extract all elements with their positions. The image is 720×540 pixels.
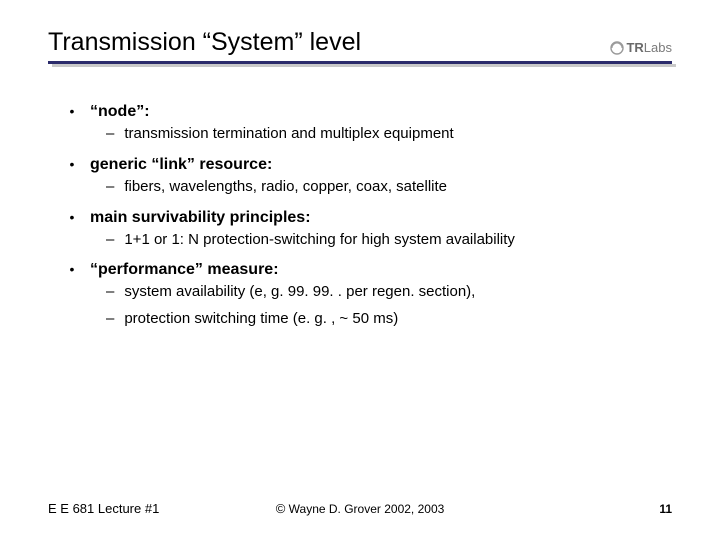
- header-row: Transmission “System” level TRLabs: [48, 28, 672, 59]
- sub-bullet-item: – system availability (e, g. 99. 99. . p…: [106, 283, 662, 302]
- slide-title: Transmission “System” level: [48, 28, 361, 59]
- logo-text: TRLabs: [626, 40, 672, 55]
- bullet-item: • “performance” measure:: [68, 261, 662, 279]
- logo-icon: [610, 41, 624, 55]
- content-area: • “node”: – transmission termination and…: [48, 67, 672, 329]
- bullet-dot-icon: •: [68, 210, 76, 224]
- bullet-label: “node”:: [90, 103, 150, 121]
- sub-bullet-item: – 1+1 or 1: N protection-switching for h…: [106, 231, 662, 250]
- copyright-icon: ©: [276, 501, 286, 516]
- sub-bullet-text: protection switching time (e. g. , ~ 50 …: [124, 310, 398, 329]
- footer-left: E E 681 Lecture #1: [48, 501, 159, 516]
- bullet-label: main survivability principles:: [90, 209, 311, 227]
- bullet-label: “performance” measure:: [90, 261, 279, 279]
- dash-icon: –: [106, 310, 114, 327]
- page-number: 11: [659, 502, 672, 516]
- bullet-item: • “node”:: [68, 103, 662, 121]
- sub-bullet-text: system availability (e, g. 99. 99. . per…: [124, 283, 475, 302]
- footer-center-text: Wayne D. Grover 2002, 2003: [289, 502, 445, 516]
- sub-bullet-item: – fibers, wavelengths, radio, copper, co…: [106, 178, 662, 197]
- sub-bullet-item: – transmission termination and multiplex…: [106, 125, 662, 144]
- dash-icon: –: [106, 178, 114, 195]
- dash-icon: –: [106, 125, 114, 142]
- sub-bullet-text: transmission termination and multiplex e…: [124, 125, 453, 144]
- bullet-item: • generic “link” resource:: [68, 156, 662, 174]
- dash-icon: –: [106, 283, 114, 300]
- sub-bullet-item: – protection switching time (e. g. , ~ 5…: [106, 310, 662, 329]
- bullet-dot-icon: •: [68, 104, 76, 118]
- sub-bullet-text: 1+1 or 1: N protection-switching for hig…: [124, 231, 515, 250]
- footer: E E 681 Lecture #1 © Wayne D. Grover 200…: [48, 501, 672, 516]
- logo: TRLabs: [610, 40, 672, 59]
- sub-bullet-text: fibers, wavelengths, radio, copper, coax…: [124, 178, 447, 197]
- bullet-dot-icon: •: [68, 262, 76, 276]
- bullet-dot-icon: •: [68, 157, 76, 171]
- bullet-label: generic “link” resource:: [90, 156, 272, 174]
- dash-icon: –: [106, 231, 114, 248]
- bullet-item: • main survivability principles:: [68, 209, 662, 227]
- slide: Transmission “System” level TRLabs • “no…: [0, 0, 720, 540]
- footer-center: © Wayne D. Grover 2002, 2003: [276, 501, 445, 516]
